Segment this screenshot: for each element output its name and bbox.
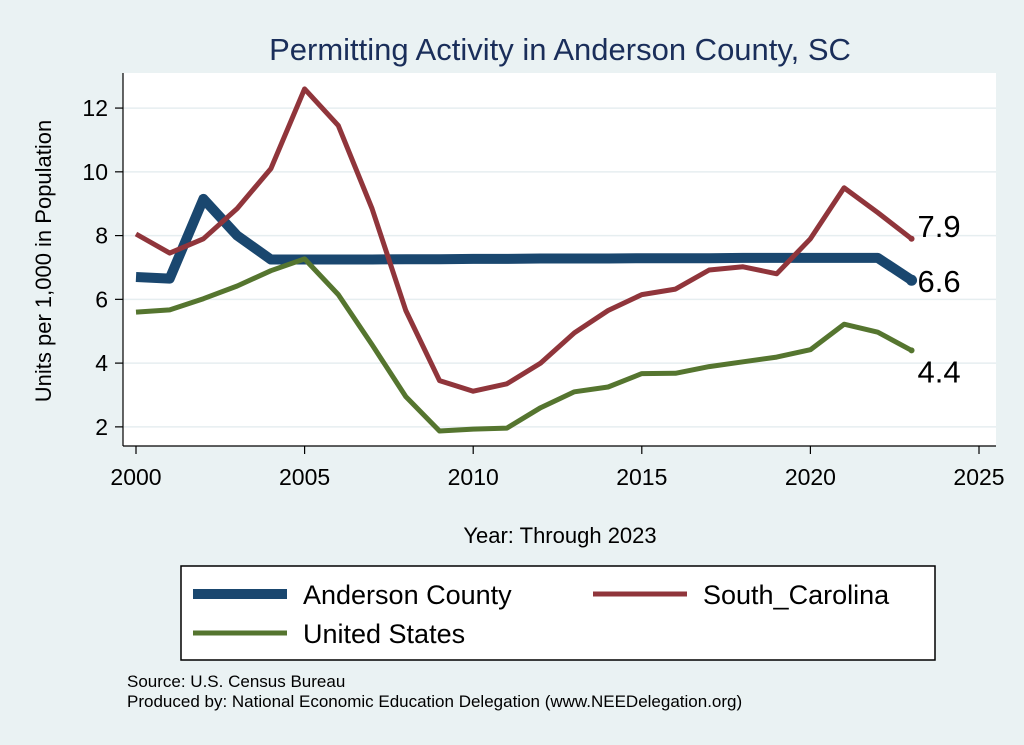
- x-axis-title: Year: Through 2023: [463, 523, 656, 548]
- legend-box: [180, 565, 936, 661]
- axes: [122, 73, 996, 447]
- x-tick-label: 2000: [110, 464, 161, 490]
- series-lines: [134, 86, 918, 434]
- gridlines: [123, 107, 996, 428]
- series-line-united-states: [135, 256, 913, 434]
- y-ticks: 2 4 6 8 10 12: [82, 95, 123, 440]
- end-label-south-carolina: 7.9: [918, 209, 961, 244]
- y-tick-label: 6: [95, 286, 108, 312]
- x-tick-label: 2015: [616, 464, 667, 490]
- end-labels: 6.6 7.9 4.4: [918, 209, 961, 390]
- end-label-anderson-county: 6.6: [918, 264, 961, 299]
- source-note: Source: U.S. Census Bureau: [127, 672, 346, 691]
- legend: Anderson County South_Carolina United St…: [180, 565, 936, 661]
- x-tick-label: 2010: [448, 464, 499, 490]
- series-endpoint-south-carolina: [908, 235, 915, 242]
- legend-label-united-states: United States: [303, 619, 465, 649]
- y-tick-label: 10: [82, 159, 108, 185]
- legend-label-anderson-county: Anderson County: [303, 580, 512, 610]
- series-line-anderson-county: [135, 193, 915, 285]
- y-tick-label: 4: [95, 350, 108, 376]
- x-tick-label: 2025: [953, 464, 1004, 490]
- y-tick-label: 8: [95, 223, 108, 249]
- y-tick-label: 12: [82, 95, 108, 121]
- x-tick-label: 2005: [279, 464, 330, 490]
- series-endpoint-united-states: [908, 347, 915, 354]
- end-label-united-states: 4.4: [918, 354, 961, 389]
- producer-note: Produced by: National Economic Education…: [127, 692, 743, 711]
- y-axis-title: Units per 1,000 in Population: [31, 120, 56, 403]
- legend-label-south-carolina: South_Carolina: [703, 580, 890, 610]
- chart-title: Permitting Activity in Anderson County, …: [269, 32, 851, 67]
- x-ticks: 2000 2005 2010 2015 2020 2025: [110, 446, 1005, 490]
- series-endpoint-anderson-county: [906, 274, 918, 286]
- series-line-south-carolina: [134, 86, 914, 394]
- x-tick-label: 2020: [785, 464, 836, 490]
- y-tick-label: 2: [95, 414, 108, 440]
